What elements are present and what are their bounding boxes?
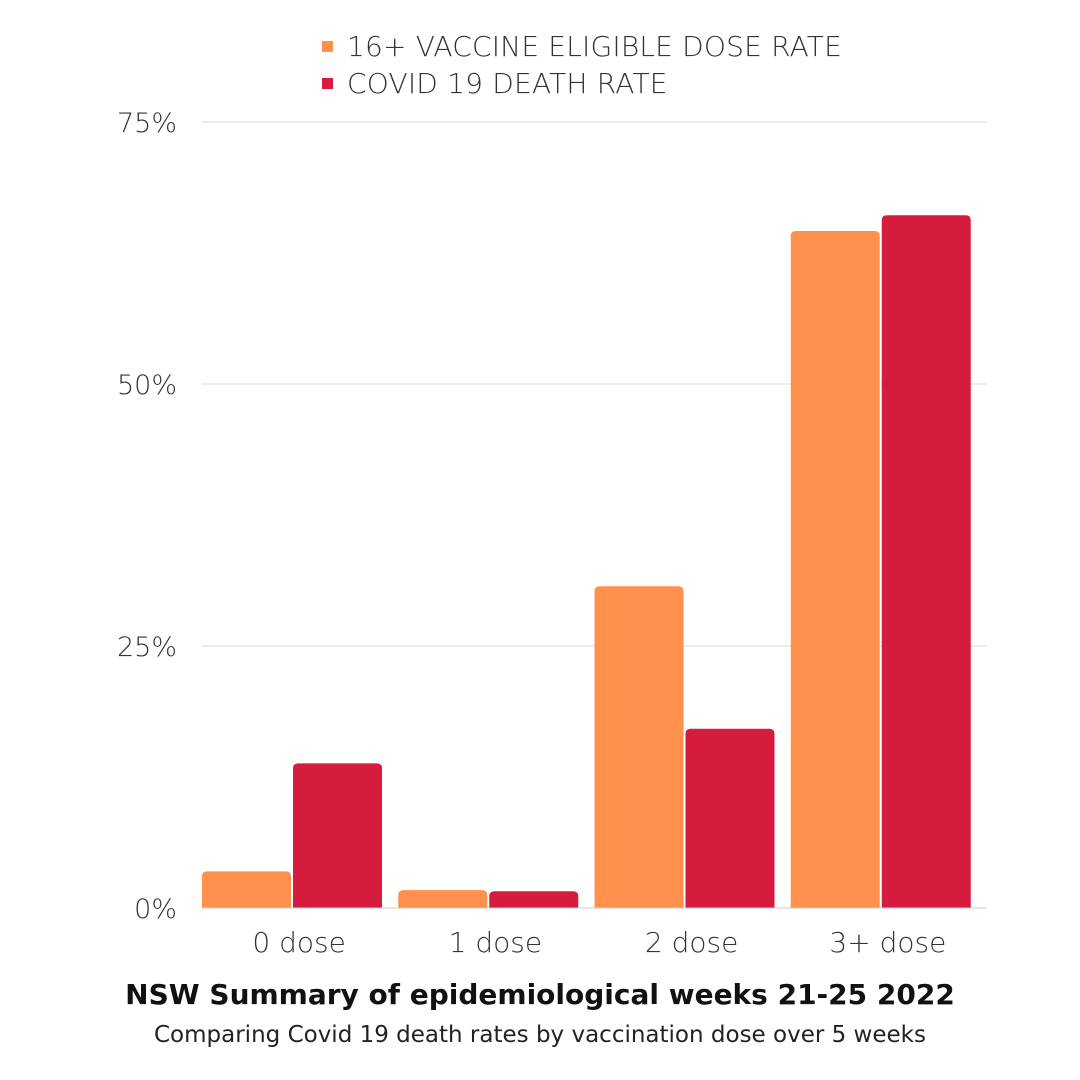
x-tick-label: 0 dose [252, 926, 345, 959]
bar-vaccine-dose-rate [790, 230, 880, 908]
y-tick-label: 50% [117, 370, 177, 401]
chart-subtitle: Comparing Covid 19 death rates by vaccin… [154, 1022, 926, 1048]
bar-vaccine-dose-rate [398, 890, 488, 908]
legend-label-death-rate: COVID 19 DEATH RATE [347, 67, 668, 100]
legend-label-vaccine-dose-rate: 16+ VACCINE ELIGIBLE DOSE RATE [347, 30, 843, 63]
x-tick-label: 2 dose [645, 926, 738, 959]
chart-title: NSW Summary of epidemiological weeks 21-… [125, 978, 955, 1011]
x-tick-label: 3+ dose [829, 926, 946, 959]
y-tick-label: 0% [134, 894, 177, 925]
y-tick-label: 75% [117, 108, 177, 139]
legend-swatch-death-rate [322, 78, 333, 89]
legend-item-death-rate: COVID 19 DEATH RATE [322, 65, 842, 102]
y-tick-label: 25% [117, 632, 177, 663]
bar-vaccine-dose-rate [202, 871, 291, 908]
x-tick-label: 1 dose [449, 926, 542, 959]
bar-death-rate [293, 763, 382, 908]
bar-vaccine-dose-rate [594, 586, 684, 908]
chart-legend: 16+ VACCINE ELIGIBLE DOSE RATE COVID 19 … [322, 28, 842, 102]
bar-death-rate [881, 215, 971, 909]
bar-death-rate [685, 728, 775, 908]
legend-swatch-vaccine-dose-rate [322, 41, 333, 52]
legend-item-vaccine-dose-rate: 16+ VACCINE ELIGIBLE DOSE RATE [322, 28, 842, 65]
bar-death-rate [489, 891, 579, 908]
